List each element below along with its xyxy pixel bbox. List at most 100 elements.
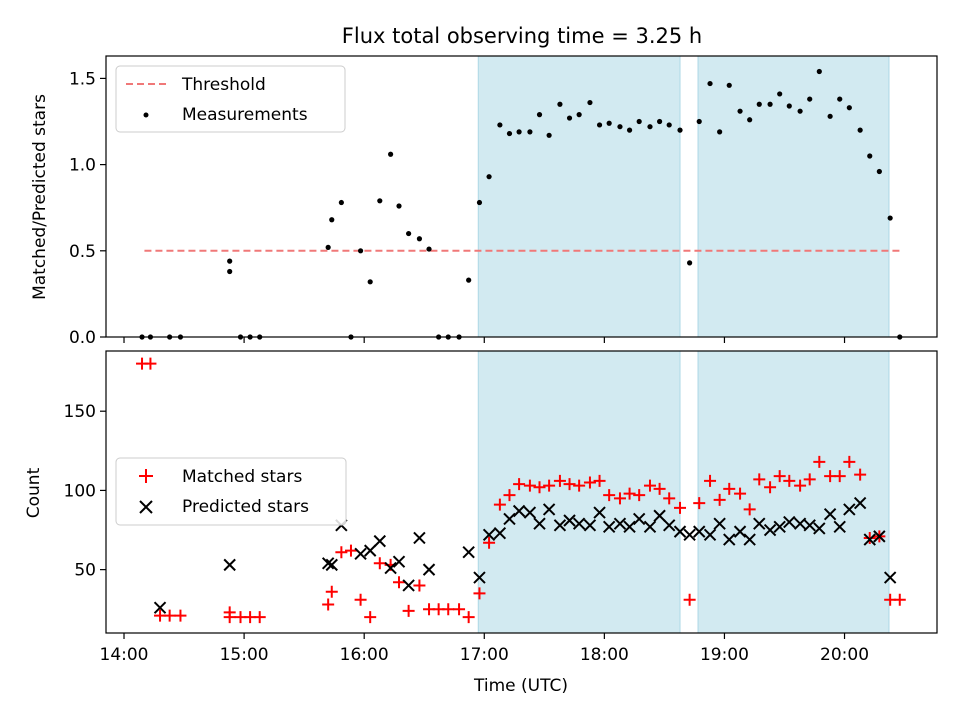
x-tick-label: 19:00 bbox=[700, 645, 749, 665]
measurement-point bbox=[636, 118, 642, 125]
predicted-star-point bbox=[743, 533, 756, 546]
matched-star-point bbox=[734, 487, 747, 500]
matched-star-point bbox=[393, 576, 406, 589]
predicted-star-point bbox=[783, 515, 796, 529]
measurement-point bbox=[647, 124, 653, 130]
y-tick-label: 1.0 bbox=[69, 156, 96, 176]
measurement-point bbox=[617, 124, 623, 130]
ratio-panel-legend: Threshold Measurements bbox=[115, 65, 346, 133]
predicted-star-point bbox=[813, 522, 826, 535]
matched-star-point bbox=[693, 497, 706, 510]
matched-star-point bbox=[643, 479, 656, 492]
predicted-star-point bbox=[683, 528, 696, 541]
measurement-point bbox=[756, 101, 762, 107]
measurement-point bbox=[476, 199, 483, 206]
matched-star-point bbox=[803, 473, 816, 486]
matched-star-point bbox=[583, 476, 596, 489]
predicted-star-point bbox=[354, 547, 367, 560]
predicted-star-point bbox=[693, 525, 706, 538]
legend-predicted-label: Predicted stars bbox=[182, 497, 309, 517]
measurement-point bbox=[596, 122, 603, 128]
legend-threshold-label: Threshold bbox=[181, 75, 266, 95]
predicted-star-point bbox=[462, 545, 475, 559]
predicted-star-point bbox=[643, 520, 657, 534]
count-panel-xaxis: 14:00 15:00 16:00 17:00 18:00 19:00 20:00 bbox=[100, 633, 869, 665]
matched-star-point bbox=[704, 474, 717, 487]
predicted-star-point bbox=[563, 514, 576, 527]
matched-star-point bbox=[674, 501, 687, 514]
measurement-point bbox=[227, 268, 233, 275]
matched-star-point bbox=[653, 482, 666, 495]
measurement-point bbox=[325, 244, 331, 250]
measurement-point bbox=[527, 129, 533, 135]
matched-star-point bbox=[663, 492, 676, 505]
measurement-point bbox=[677, 127, 683, 133]
matched-star-point bbox=[144, 357, 157, 370]
x-tick-label: 16:00 bbox=[340, 645, 389, 665]
predicted-star-point bbox=[392, 555, 406, 568]
predicted-star-point bbox=[662, 519, 676, 532]
matched-star-point bbox=[335, 546, 348, 559]
measurement-point bbox=[726, 82, 732, 88]
matched-star-point bbox=[364, 611, 377, 624]
measurement-point bbox=[388, 151, 394, 157]
ratio-panel: 0.0 0.5 1.0 1.5 Matched/Predicted stars Thr… bbox=[30, 55, 938, 348]
measurement-point bbox=[426, 246, 432, 252]
ratio-panel-xticks bbox=[123, 337, 846, 343]
ratio-panel-yaxis: 0.0 0.5 1.0 1.5 bbox=[69, 69, 106, 348]
measurement-point bbox=[329, 217, 335, 223]
predicted-star-point bbox=[321, 557, 335, 570]
measurement-point bbox=[357, 248, 364, 254]
measurement-point bbox=[606, 120, 612, 126]
measurement-point bbox=[887, 215, 893, 221]
measurement-point bbox=[536, 112, 543, 118]
measurement-point bbox=[626, 127, 633, 133]
measurement-point bbox=[846, 105, 852, 111]
count-panel-ylabel: Count bbox=[24, 467, 44, 518]
predicted-star-point bbox=[833, 520, 846, 534]
measurement-point bbox=[566, 115, 573, 121]
y-tick-label: 0.0 bbox=[69, 328, 96, 348]
measurement-point bbox=[497, 122, 503, 128]
predicted-star-point bbox=[482, 528, 496, 541]
x-tick-label: 15:00 bbox=[220, 645, 269, 665]
matched-star-point bbox=[863, 531, 876, 544]
y-tick-label: 150 bbox=[64, 402, 96, 422]
matched-star-point bbox=[402, 604, 415, 617]
measurement-point bbox=[656, 118, 663, 125]
measurement-point bbox=[717, 129, 723, 135]
measurement-point bbox=[747, 117, 753, 123]
matched-star-point bbox=[462, 611, 475, 624]
predicted-star-point bbox=[873, 530, 886, 543]
measurement-point bbox=[767, 101, 773, 107]
predicted-star-point bbox=[632, 512, 646, 526]
predicted-star-point bbox=[542, 503, 556, 516]
legend-predicted-swatch bbox=[139, 500, 153, 514]
y-tick-label: 50 bbox=[74, 561, 96, 581]
predicted-star-point bbox=[713, 517, 726, 530]
matched-star-point bbox=[322, 598, 335, 611]
matched-star-point bbox=[473, 587, 486, 600]
measurement-point bbox=[827, 113, 833, 119]
matched-star-point bbox=[743, 503, 756, 516]
measurement-point bbox=[516, 129, 522, 135]
matched-star-point bbox=[325, 585, 338, 598]
predicted-star-point bbox=[613, 517, 627, 530]
predicted-star-point bbox=[422, 563, 436, 576]
measurement-point bbox=[338, 199, 344, 206]
matched-star-point bbox=[513, 478, 526, 491]
legend-matched-swatch bbox=[139, 469, 153, 483]
count-panel-yaxis: 50 100 150 bbox=[64, 402, 106, 581]
measurement-point bbox=[396, 203, 402, 209]
matched-star-point bbox=[533, 481, 546, 494]
predicted-star-point bbox=[733, 525, 747, 538]
predicted-star-point bbox=[402, 579, 415, 592]
matched-star-point bbox=[713, 493, 726, 506]
observing-span bbox=[697, 55, 890, 338]
figure-title: Flux total observing time = 3.25 h bbox=[342, 24, 702, 48]
predicted-star-point bbox=[325, 558, 338, 572]
measurement-point bbox=[797, 108, 803, 114]
measurement-point bbox=[227, 258, 233, 264]
matched-star-point bbox=[723, 482, 736, 495]
predicted-star-point bbox=[512, 504, 526, 518]
